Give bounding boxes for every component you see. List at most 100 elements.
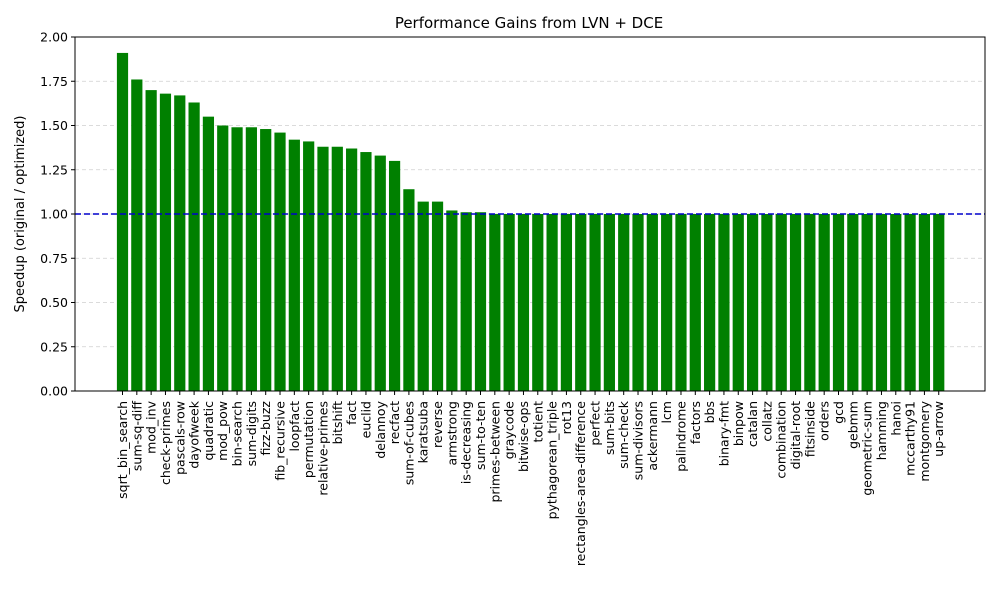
bar-bin-search — [231, 127, 243, 392]
x-tick-label: sum-digits — [244, 401, 259, 466]
x-tick-label: karatsuba — [416, 401, 431, 463]
x-tick-label: sum-to-ten — [473, 401, 488, 470]
bar-geometric-sum — [861, 214, 873, 391]
bar-loopfact — [288, 139, 300, 391]
bar-euclid — [360, 152, 372, 391]
x-tick-label: primes-between — [487, 401, 502, 503]
bar-bitwise-ops — [517, 214, 530, 391]
x-tick-label: bbs — [702, 401, 717, 423]
bar-perfect — [589, 214, 601, 391]
x-tick-label: armstrong — [444, 401, 459, 466]
bar-sum-bits — [603, 214, 615, 391]
bar-sqrt_bin_search — [116, 52, 129, 392]
x-tick-label: fizz-buzz — [258, 401, 273, 456]
x-tick-label: pythagorean_triple — [545, 401, 560, 520]
x-tick-label: graycode — [502, 401, 517, 460]
x-tick-label: recfact — [387, 401, 402, 444]
bar-hamming — [875, 214, 888, 391]
x-tick-label: hanoi — [888, 401, 903, 436]
bar-ackermann — [646, 214, 658, 391]
bar-catalan — [746, 214, 759, 391]
bars — [116, 52, 945, 392]
bar-sum-sq-diff — [131, 79, 143, 391]
bar-mccarthy91 — [904, 214, 916, 391]
x-tick-label: reverse — [430, 401, 445, 448]
bar-lcm — [661, 214, 673, 391]
x-tick-label: collatz — [759, 401, 774, 442]
x-tick-label: sum-divisors — [631, 401, 646, 480]
bar-collatz — [761, 214, 773, 391]
y-axis-label: Speedup (original / optimized) — [13, 115, 28, 312]
x-tick-label: permutation — [301, 401, 316, 478]
bar-armstrong — [446, 210, 458, 391]
bar-fact — [346, 148, 358, 391]
bar-graycode — [503, 214, 515, 391]
x-tick-label: loopfact — [287, 401, 302, 452]
x-tick-label: perfect — [588, 401, 603, 446]
bar-bbs — [704, 214, 716, 391]
bar-relative-primes — [317, 146, 329, 391]
x-tick-label: quadratic — [201, 401, 216, 461]
bar-sum-digits — [245, 127, 257, 392]
bar-recfact — [388, 160, 401, 391]
x-tick-label: fact — [344, 401, 359, 425]
y-tick-label: 0.75 — [40, 251, 68, 266]
x-tick-label: lcm — [659, 401, 674, 424]
bar-fitsinside — [804, 214, 816, 391]
bar-is-decreasing — [460, 212, 472, 391]
x-tick-label: bin-search — [230, 401, 245, 466]
bar-quadratic — [202, 116, 215, 392]
x-tick-label: montgomery — [917, 400, 932, 481]
bar-digital-root — [789, 214, 802, 391]
bar-sum-to-ten — [474, 212, 487, 391]
bar-up-arrow — [933, 214, 945, 391]
chart-title: Performance Gains from LVN + DCE — [395, 14, 663, 32]
bar-mod_pow — [217, 125, 229, 391]
x-tick-label: pascals-row — [172, 401, 187, 475]
x-tick-label: bitshift — [330, 401, 345, 444]
x-tick-label: factors — [688, 401, 703, 444]
y-tick-label: 0.25 — [40, 339, 68, 354]
x-tick-label: fitsinside — [802, 401, 817, 458]
x-tick-label: sum-check — [616, 400, 631, 468]
bar-primes-between — [489, 214, 501, 391]
bar-delannoy — [374, 155, 386, 391]
x-tick-label: fib_recursive — [273, 401, 288, 481]
bar-palindrome — [675, 214, 687, 391]
x-tick-label: gcd — [831, 401, 846, 424]
x-tick-label: sum-bits — [602, 401, 617, 455]
y-tick-label: 1.50 — [40, 118, 68, 133]
x-tick-label: up-arrow — [931, 401, 946, 457]
x-tick-label: ackermann — [645, 401, 660, 471]
y-tick-label: 2.00 — [40, 30, 68, 45]
bar-permutation — [303, 141, 315, 391]
x-tick-label: sum-of-cubes — [401, 401, 416, 485]
x-tick-label: geometric-sum — [860, 401, 875, 496]
bar-totient — [532, 214, 544, 391]
y-tick-label: 1.00 — [40, 207, 68, 222]
bar-pascals-row — [174, 95, 186, 391]
x-tick-label: rectangles-area-difference — [573, 401, 588, 566]
bar-binpow — [732, 214, 744, 391]
y-tick-label: 1.75 — [40, 74, 68, 89]
y-axis: 0.00 0.25 0.50 0.75 1.00 1.25 1.50 1.75 2.00 — [40, 30, 75, 399]
x-tick-label: check-primes — [158, 401, 173, 485]
x-tick-label: binpow — [731, 401, 746, 446]
bar-sum-divisors — [632, 214, 644, 391]
bar-factors — [689, 214, 701, 391]
bar-rot13 — [560, 214, 573, 391]
x-tick-label: binary-fmt — [716, 401, 731, 466]
x-tick-label: mccarthy91 — [903, 401, 918, 476]
x-tick-label: sum-sq-diff — [129, 401, 144, 471]
bar-fib_recursive — [274, 132, 286, 391]
bar-rectangles-area-difference — [575, 214, 587, 391]
x-tick-label: mod_inv — [144, 400, 159, 453]
x-tick-label: delannoy — [373, 400, 388, 458]
bar-reverse — [431, 201, 444, 391]
bar-sum-of-cubes — [403, 189, 415, 391]
x-tick-label: sqrt_bin_search — [115, 401, 130, 499]
bar-bitshift — [331, 146, 343, 391]
x-tick-label: orders — [817, 401, 832, 441]
x-tick-label: catalan — [745, 401, 760, 447]
